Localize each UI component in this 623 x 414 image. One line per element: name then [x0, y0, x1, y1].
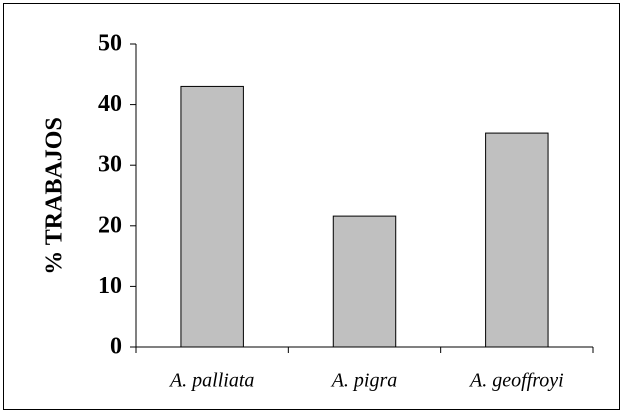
y-tick-label: 50 [98, 31, 122, 57]
x-tick-label: A. pigra [330, 370, 398, 392]
y-tick-label: 40 [98, 91, 122, 117]
y-tick-label: 20 [98, 212, 122, 238]
y-axis-label: % TRABAJOS [42, 117, 68, 275]
y-tick-label: 30 [98, 152, 122, 178]
y-tick-label: 10 [98, 273, 122, 299]
y-tick-label: 0 [110, 334, 122, 360]
x-tick-label: A. palliata [168, 370, 254, 392]
bar [485, 132, 549, 348]
x-tick-label: A. geoffroyi [468, 370, 564, 392]
bar [332, 215, 397, 348]
bar [180, 85, 244, 348]
